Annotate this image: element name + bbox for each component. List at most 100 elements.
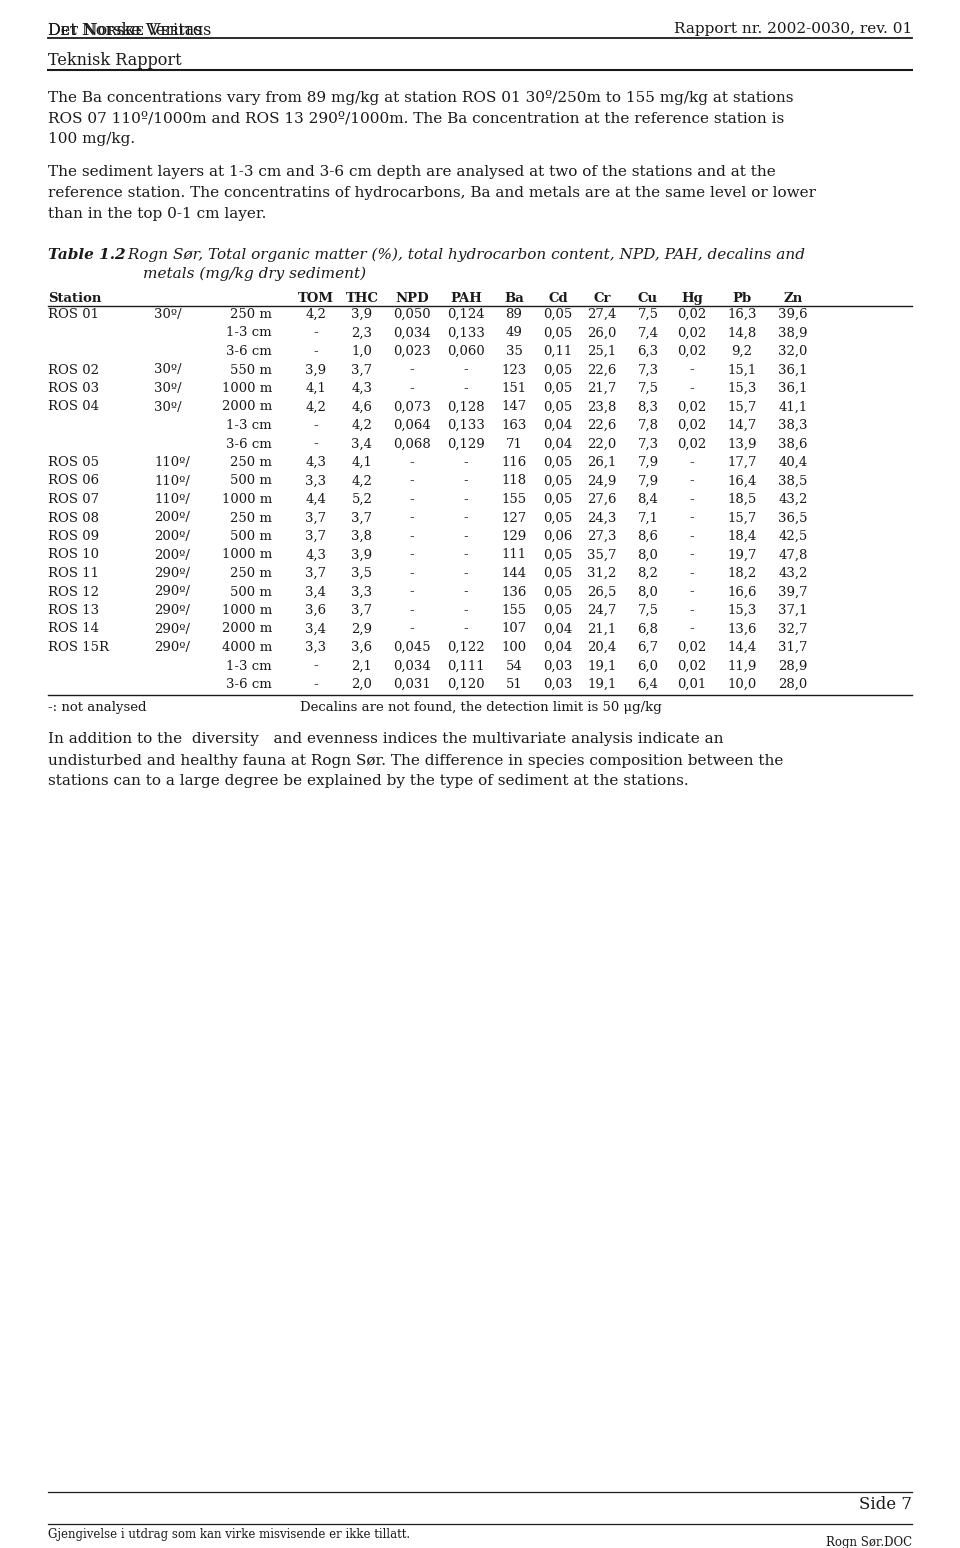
- Text: 8,2: 8,2: [637, 567, 659, 580]
- Text: 4,2: 4,2: [305, 308, 326, 320]
- Text: Cr: Cr: [593, 293, 611, 305]
- Text: 5,2: 5,2: [351, 492, 372, 506]
- Text: 7,4: 7,4: [637, 327, 659, 339]
- Text: 0,05: 0,05: [543, 475, 572, 488]
- Text: 11,9: 11,9: [728, 659, 756, 672]
- Text: -: -: [464, 382, 468, 395]
- Text: 3,7: 3,7: [351, 604, 372, 618]
- Text: 7,5: 7,5: [637, 604, 659, 618]
- Text: -: -: [410, 475, 415, 488]
- Text: 136: 136: [501, 585, 527, 599]
- Text: 19,7: 19,7: [728, 548, 756, 562]
- Text: 0,04: 0,04: [543, 622, 572, 636]
- Text: 7,5: 7,5: [637, 308, 659, 320]
- Text: -: -: [689, 492, 694, 506]
- Text: 1000 m: 1000 m: [222, 604, 272, 618]
- Text: 30º/: 30º/: [154, 308, 181, 320]
- Text: 89: 89: [506, 308, 522, 320]
- Text: 0,050: 0,050: [394, 308, 431, 320]
- Text: 20,4: 20,4: [588, 641, 616, 653]
- Text: 116: 116: [501, 457, 527, 469]
- Text: -: -: [464, 511, 468, 525]
- Text: -: -: [689, 548, 694, 562]
- Text: 17,7: 17,7: [728, 457, 756, 469]
- Text: 15,1: 15,1: [728, 364, 756, 376]
- Text: 0,060: 0,060: [447, 345, 485, 358]
- Text: Cd: Cd: [548, 293, 567, 305]
- Text: Table 1.2: Table 1.2: [48, 248, 126, 262]
- Text: 1000 m: 1000 m: [222, 382, 272, 395]
- Text: -: -: [689, 364, 694, 376]
- Text: 7,1: 7,1: [637, 511, 659, 525]
- Text: 0,11: 0,11: [543, 345, 572, 358]
- Text: 4,3: 4,3: [351, 382, 372, 395]
- Text: 110º/: 110º/: [154, 475, 190, 488]
- Text: 0,05: 0,05: [543, 492, 572, 506]
- Text: 0,129: 0,129: [447, 438, 485, 450]
- Text: 16,4: 16,4: [728, 475, 756, 488]
- Text: 18,4: 18,4: [728, 529, 756, 543]
- Text: 4,4: 4,4: [305, 492, 326, 506]
- Text: 4,3: 4,3: [305, 548, 326, 562]
- Text: 38,5: 38,5: [779, 475, 807, 488]
- Text: 0,045: 0,045: [394, 641, 431, 653]
- Text: 14,8: 14,8: [728, 327, 756, 339]
- Text: -: -: [410, 585, 415, 599]
- Text: 7,3: 7,3: [637, 364, 659, 376]
- Text: ROS 14: ROS 14: [48, 622, 99, 636]
- Text: 15,3: 15,3: [728, 382, 756, 395]
- Text: 36,1: 36,1: [779, 364, 807, 376]
- Text: 500 m: 500 m: [230, 585, 272, 599]
- Text: 290º/: 290º/: [154, 641, 190, 653]
- Text: 100: 100: [501, 641, 527, 653]
- Text: 4,6: 4,6: [351, 401, 372, 413]
- Text: 22,6: 22,6: [588, 420, 616, 432]
- Text: -: -: [464, 475, 468, 488]
- Text: 25,1: 25,1: [588, 345, 616, 358]
- Text: 23,8: 23,8: [588, 401, 616, 413]
- Text: 6,4: 6,4: [637, 678, 659, 690]
- Text: 21,1: 21,1: [588, 622, 616, 636]
- Text: 2000 m: 2000 m: [222, 401, 272, 413]
- Text: 6,3: 6,3: [637, 345, 659, 358]
- Text: 111: 111: [501, 548, 527, 562]
- Text: 10,0: 10,0: [728, 678, 756, 690]
- Text: 42,5: 42,5: [779, 529, 807, 543]
- Text: -: -: [689, 457, 694, 469]
- Text: -: -: [410, 604, 415, 618]
- Text: -: -: [689, 622, 694, 636]
- Text: 39,7: 39,7: [779, 585, 807, 599]
- Text: 54: 54: [506, 659, 522, 672]
- Text: 30º/: 30º/: [154, 401, 181, 413]
- Text: -: -: [410, 622, 415, 636]
- Text: ROS 05: ROS 05: [48, 457, 99, 469]
- Text: 18,5: 18,5: [728, 492, 756, 506]
- Text: -: -: [410, 529, 415, 543]
- Text: 3,9: 3,9: [305, 364, 326, 376]
- Text: 100 mg/kg.: 100 mg/kg.: [48, 132, 135, 146]
- Text: 1-3 cm: 1-3 cm: [227, 327, 272, 339]
- Text: 3,9: 3,9: [351, 548, 372, 562]
- Text: 22,0: 22,0: [588, 438, 616, 450]
- Text: 2,9: 2,9: [351, 622, 372, 636]
- Text: 22,6: 22,6: [588, 364, 616, 376]
- Text: 127: 127: [501, 511, 527, 525]
- Text: 39,6: 39,6: [779, 308, 807, 320]
- Text: In addition to the  diversity   and evenness indices the multivariate analysis i: In addition to the diversity and evennes…: [48, 732, 724, 746]
- Text: 7,5: 7,5: [637, 382, 659, 395]
- Text: 2,1: 2,1: [351, 659, 372, 672]
- Text: 35,7: 35,7: [588, 548, 616, 562]
- Text: -: -: [464, 492, 468, 506]
- Text: -: -: [410, 567, 415, 580]
- Text: 43,2: 43,2: [779, 567, 807, 580]
- Text: 9,2: 9,2: [732, 345, 753, 358]
- Text: 1000 m: 1000 m: [222, 548, 272, 562]
- Text: -: -: [314, 345, 319, 358]
- Text: 155: 155: [501, 604, 527, 618]
- Text: 30º/: 30º/: [154, 364, 181, 376]
- Text: -: -: [464, 529, 468, 543]
- Text: 147: 147: [501, 401, 527, 413]
- Text: 27,4: 27,4: [588, 308, 616, 320]
- Text: 0,04: 0,04: [543, 420, 572, 432]
- Text: 36,1: 36,1: [779, 382, 807, 395]
